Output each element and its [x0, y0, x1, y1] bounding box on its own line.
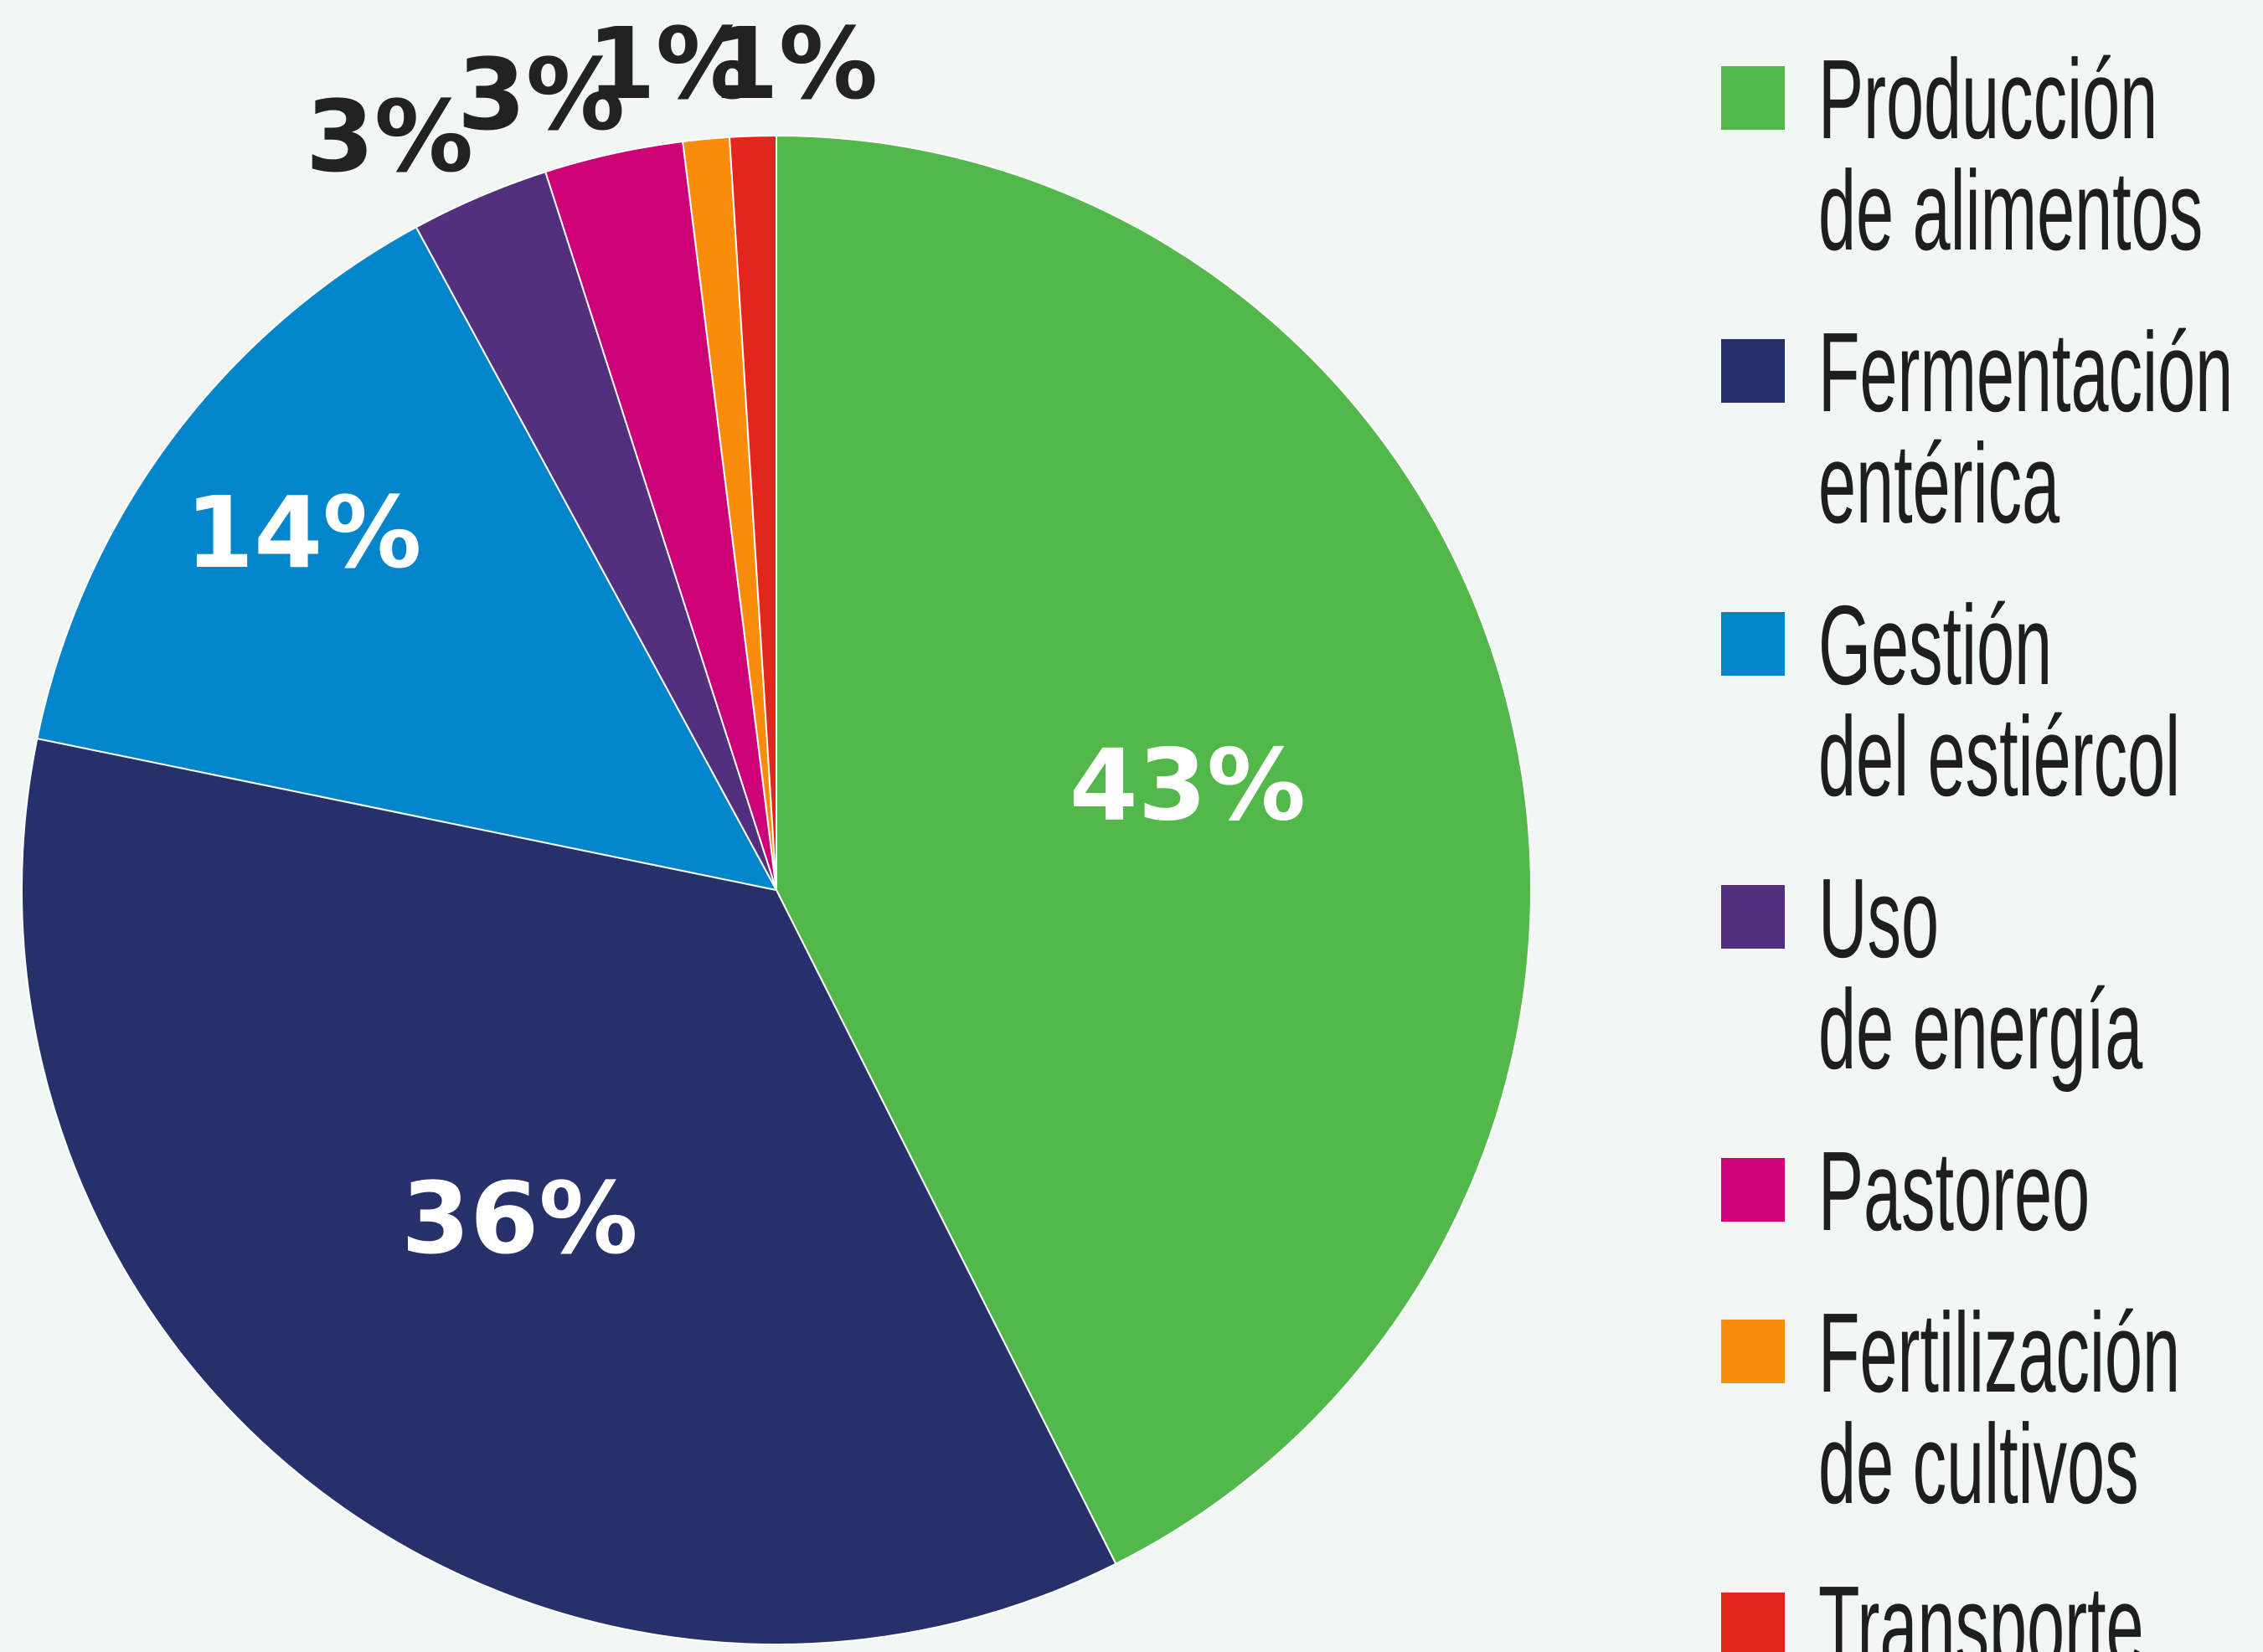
legend-label: Fertilización de cultivos — [1818, 1289, 2180, 1528]
data-label: 1% — [587, 6, 755, 121]
legend-label-group: Fermentación entérica — [1818, 309, 2233, 548]
legend-label-group: Producción de alimentos — [1818, 36, 2203, 275]
legend-label: Uso de energía — [1818, 855, 2142, 1094]
data-label: 14% — [185, 475, 421, 590]
legend-swatch — [1721, 1593, 1785, 1652]
legend-label: Transporte — [1818, 1562, 2144, 1652]
legend-label-group: Pastoreo — [1818, 1128, 2090, 1255]
legend-swatch — [1721, 1320, 1785, 1383]
pie-slice — [728, 134, 777, 891]
legend-swatch — [1721, 66, 1785, 130]
legend-swatch — [1721, 1158, 1785, 1222]
legend-swatch — [1721, 339, 1785, 403]
legend-label-group: Gestión del estiércol — [1818, 582, 2180, 821]
pie-slice — [776, 134, 1533, 1566]
legend-swatch — [1721, 612, 1785, 676]
data-label: 36% — [401, 1161, 637, 1276]
pie-slice — [36, 225, 778, 892]
data-label: 3% — [457, 37, 625, 152]
legend-label: Producción de alimentos — [1818, 36, 2203, 275]
legend-label: Fermentación entérica — [1818, 309, 2233, 548]
data-label: 43% — [1070, 728, 1306, 843]
legend-label-group: Transporte — [1818, 1562, 2144, 1652]
legend-label: Pastoreo — [1818, 1128, 2090, 1255]
legend-swatch — [1721, 885, 1785, 949]
data-label: 1% — [710, 6, 878, 121]
pie-slice — [21, 737, 1117, 1646]
legend-label: Gestión del estiércol — [1818, 582, 2180, 821]
legend-label-group: Fertilización de cultivos — [1818, 1289, 2180, 1528]
legend-label-group: Uso de energía — [1818, 855, 2142, 1094]
legend: Producción de alimentos Fermentación entéri… — [1721, 36, 2233, 1652]
data-label: 3% — [306, 79, 473, 194]
